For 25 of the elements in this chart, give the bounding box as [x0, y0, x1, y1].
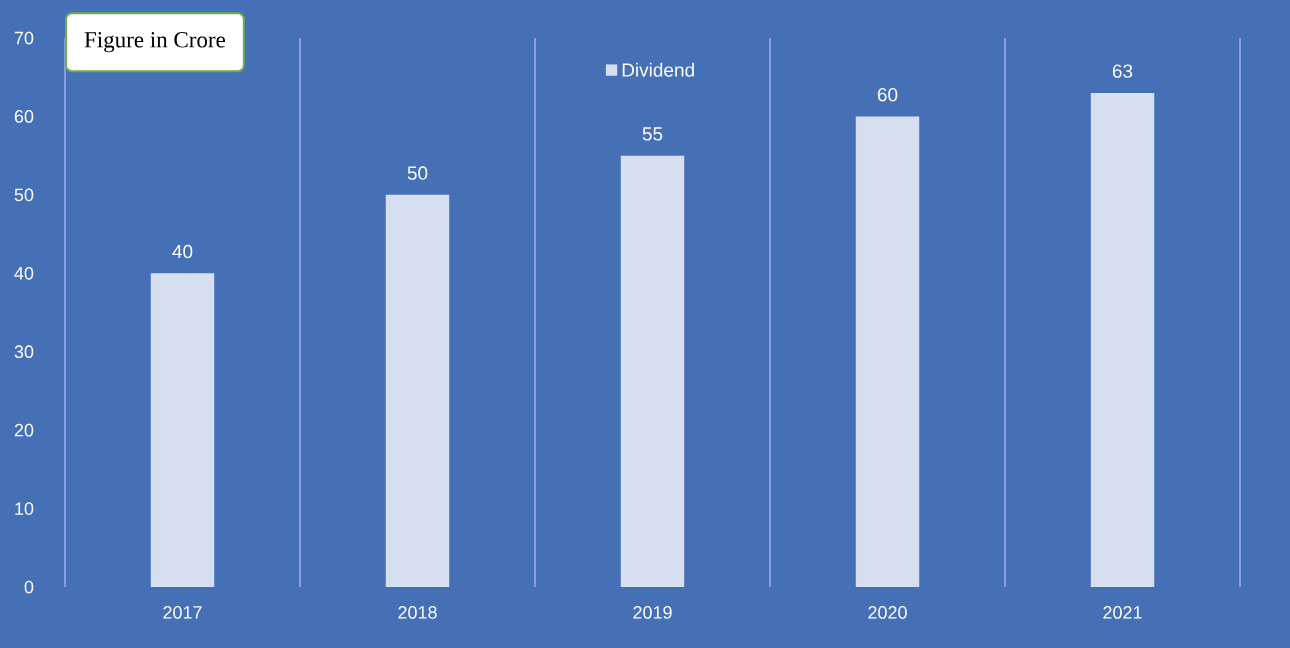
bar [855, 116, 920, 587]
x-tick-label: 2019 [633, 606, 672, 619]
data-label: 55 [642, 127, 663, 141]
bar [385, 194, 450, 587]
bar [620, 155, 685, 587]
y-tick-label: 70 [14, 31, 34, 45]
data-label: 60 [877, 87, 898, 102]
y-tick-label: 0 [24, 580, 34, 594]
annotation: Figure in Crore [84, 32, 226, 53]
data-label: 50 [407, 166, 428, 180]
x-tick-label: 2018 [398, 606, 437, 619]
bar [150, 273, 215, 587]
x-tick-label: 2017 [163, 606, 202, 619]
y-tick-label: 50 [14, 188, 34, 202]
y-tick-label: 30 [14, 345, 34, 359]
y-tick-label: 20 [14, 423, 34, 437]
y-tick-label: 10 [15, 502, 34, 515]
data-label: 63 [1112, 64, 1133, 78]
legend-label: Dividend [622, 62, 694, 77]
data-label: 40 [172, 244, 193, 259]
x-tick-label: 2021 [1103, 606, 1142, 619]
bar [1090, 92, 1155, 587]
y-tick-label: 60 [14, 110, 34, 123]
x-tick-label: 2020 [868, 606, 907, 619]
y-tick-label: 40 [14, 266, 34, 280]
